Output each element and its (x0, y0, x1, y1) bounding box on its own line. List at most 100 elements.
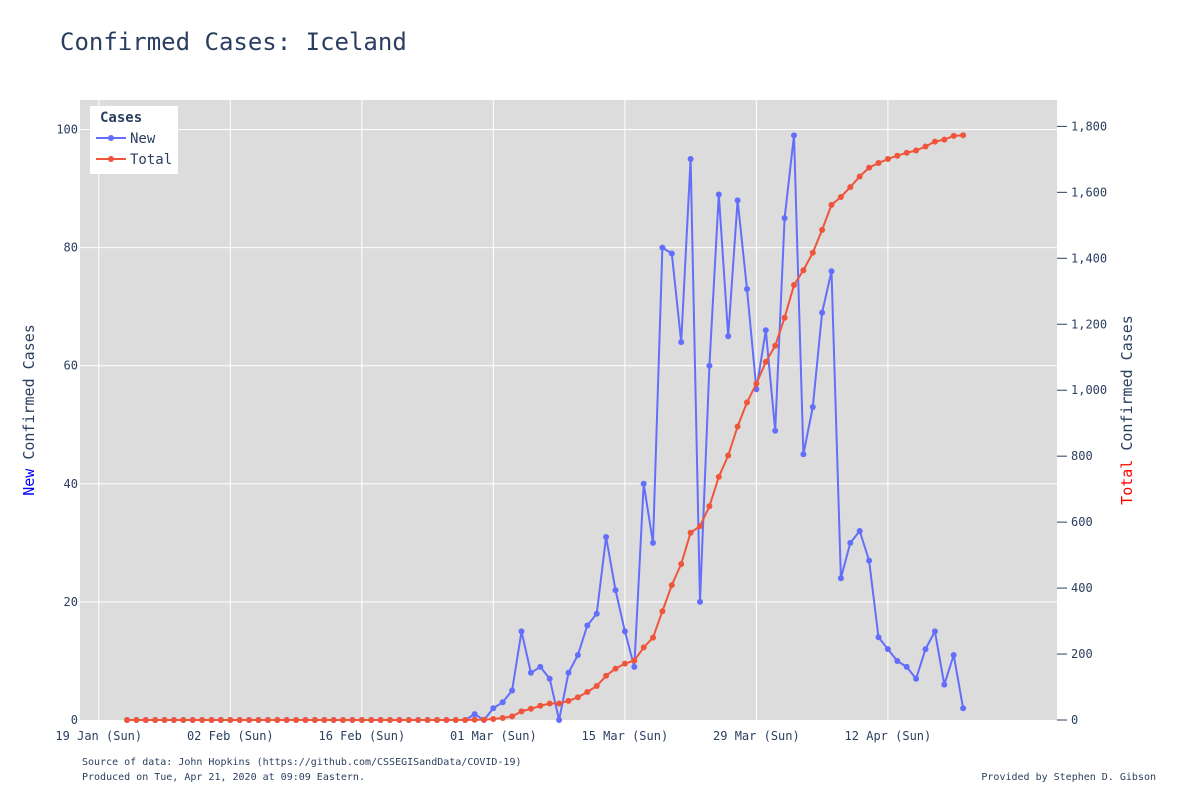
y-left-tick-label: 40 (64, 477, 78, 491)
legend-marker-total (108, 156, 114, 162)
data-point-total (283, 717, 290, 723)
data-point-total (462, 717, 469, 723)
data-point-new (509, 687, 516, 694)
data-point-new (856, 528, 863, 534)
y-left-tick-label: 80 (64, 241, 78, 255)
data-point-total (866, 164, 873, 171)
data-point-total (847, 184, 854, 191)
data-point-new (772, 427, 779, 434)
data-point-total (274, 717, 281, 723)
data-point-new (913, 675, 920, 682)
data-point-new (894, 658, 901, 664)
data-point-new (556, 717, 563, 723)
plot-area (80, 100, 1057, 720)
x-axis-ticks: 19 Jan (Sun) 02 Feb (Sun) 16 Feb (Sun) 01 M… (55, 729, 931, 743)
data-point-total (941, 136, 948, 143)
y-left-tick-label: 20 (64, 595, 78, 609)
legend: Cases New Total (90, 106, 178, 174)
data-point-total (809, 249, 816, 256)
data-point-total (875, 160, 882, 166)
data-point-total (217, 717, 224, 723)
data-point-new (847, 539, 854, 546)
data-point-total (828, 201, 835, 208)
data-point-total (330, 717, 337, 723)
data-point-new (903, 663, 910, 670)
y-right-tick-label: 1,800 (1071, 119, 1107, 133)
data-point-new (546, 675, 553, 682)
data-point-total (659, 608, 666, 615)
x-tick-label: 12 Apr (Sun) (845, 729, 932, 743)
data-point-new (791, 132, 797, 139)
y-right-axis-title-prefix: Total (1118, 460, 1136, 505)
data-point-total (368, 717, 375, 723)
y-right-tick-label: 1,400 (1071, 251, 1107, 265)
data-point-total (913, 147, 920, 154)
data-point-new (668, 250, 675, 257)
data-point-total (208, 717, 215, 723)
x-tick-label: 02 Feb (Sun) (187, 729, 274, 743)
data-point-total (546, 700, 553, 707)
data-point-total (687, 529, 694, 536)
data-point-total (236, 717, 243, 723)
data-point-new (527, 669, 534, 676)
data-point-new (762, 327, 769, 334)
grid (80, 100, 1057, 720)
data-point-total (199, 717, 206, 723)
data-point-new (950, 652, 957, 658)
data-point-new (837, 575, 844, 582)
data-point-total (264, 717, 271, 723)
data-point-total (706, 503, 713, 510)
data-point-total (340, 717, 346, 723)
x-tick-label: 29 Mar (Sun) (713, 729, 800, 743)
source-note: Source of data: John Hopkins (https://gi… (82, 757, 522, 768)
data-point-new (744, 286, 750, 292)
data-point-new (687, 156, 694, 162)
data-point-new (603, 534, 610, 540)
data-point-total (894, 152, 901, 159)
x-tick-label: 15 Mar (Sun) (582, 729, 669, 743)
data-point-total (490, 716, 497, 722)
data-point-total (415, 717, 422, 723)
data-point-new (537, 663, 544, 670)
data-point-new (828, 268, 835, 275)
data-point-new (875, 634, 882, 641)
data-point-total (527, 705, 534, 712)
legend-title: Cases (100, 110, 142, 126)
y-right-tick-label: 400 (1071, 581, 1093, 595)
data-point-new (819, 309, 826, 316)
y-right-tick-label: 600 (1071, 515, 1093, 529)
data-point-total (772, 342, 779, 349)
data-point-new (734, 197, 741, 204)
data-point-total (481, 716, 487, 723)
data-point-total (753, 380, 760, 387)
data-point-total (715, 473, 722, 480)
data-point-total (931, 138, 938, 145)
data-point-new (809, 404, 816, 410)
legend-box (90, 106, 178, 174)
data-point-total (950, 132, 957, 139)
data-point-total (837, 194, 844, 200)
data-point-new (960, 705, 967, 712)
data-point-total (631, 657, 638, 664)
data-point-total (387, 717, 393, 723)
data-point-new (659, 244, 666, 251)
data-point-new (884, 646, 891, 653)
x-tick-label: 01 Mar (Sun) (450, 729, 537, 743)
data-point-total (358, 717, 365, 723)
data-point-total (377, 717, 384, 723)
data-point-total (856, 173, 863, 180)
series-layer (124, 132, 967, 723)
y-left-tick-label: 60 (64, 359, 78, 373)
data-point-new (922, 646, 929, 653)
data-point-total (161, 717, 168, 723)
data-point-total (349, 717, 356, 723)
y-right-axis-title: Total Confirmed Cases (1118, 315, 1136, 505)
data-point-total (678, 561, 685, 567)
data-point-new (640, 480, 647, 487)
y-right-axis-ticks: 0 200 400 600 800 1,000 1,200 1,400 1,600 1,800 (1057, 119, 1107, 727)
data-point-total (593, 683, 600, 689)
data-point-total (725, 452, 732, 459)
x-tick-label: 16 Feb (Sun) (318, 729, 405, 743)
data-point-total (509, 713, 516, 720)
data-point-new (781, 215, 788, 222)
